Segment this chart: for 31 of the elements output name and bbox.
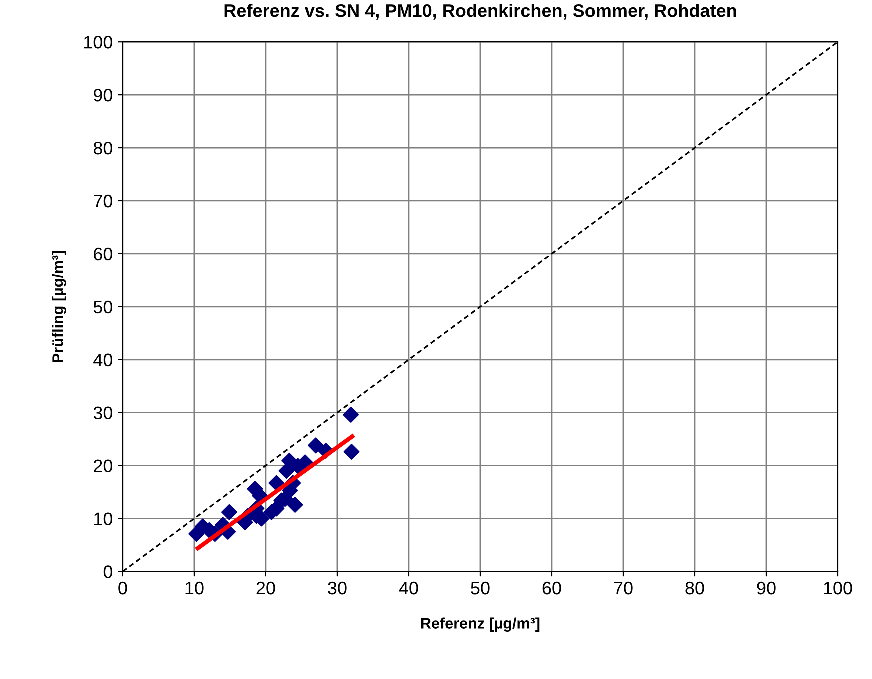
x-tick-label: 10 xyxy=(186,582,204,595)
x-tick-label: 40 xyxy=(399,582,418,595)
x-tick-label: 0 xyxy=(118,582,128,595)
point xyxy=(222,504,238,520)
y-tick-label: 80 xyxy=(94,142,113,155)
y-tick-label: 90 xyxy=(94,88,113,102)
y-tick-label: 100 xyxy=(84,36,113,49)
y-tick-label: 10 xyxy=(94,512,113,526)
point xyxy=(344,444,360,460)
y-tick-label: 70 xyxy=(94,194,113,208)
point xyxy=(268,475,285,492)
x-tick-label: 70 xyxy=(614,582,633,595)
y-tick-label: 60 xyxy=(94,248,113,261)
x-tick-label: 50 xyxy=(471,582,490,595)
point xyxy=(343,406,360,423)
y-tick-label: 30 xyxy=(94,406,113,420)
point xyxy=(308,438,324,454)
y-tick-label: 0 xyxy=(104,566,113,578)
y-tick-label: 40 xyxy=(94,354,113,367)
x-tick-label: 30 xyxy=(328,582,347,595)
chart-title: Referenz vs. SN 4, PM10, Rodenkirchen, Sommer, Rohdaten xyxy=(224,4,736,20)
x-tick-label: 20 xyxy=(256,582,276,595)
y-axis-title: Prüfling [µg/m³] xyxy=(52,251,66,362)
x-tick-label: 100 xyxy=(824,582,852,595)
y-tick-label: 50 xyxy=(94,300,113,314)
x-tick-label: 60 xyxy=(542,582,562,595)
y-tick-label: 20 xyxy=(94,460,113,473)
point xyxy=(287,497,304,513)
x-tick-label: 80 xyxy=(686,582,704,595)
x-axis-title: Referenz [µg/m³] xyxy=(421,618,540,632)
x-tick-label: 90 xyxy=(757,582,776,595)
